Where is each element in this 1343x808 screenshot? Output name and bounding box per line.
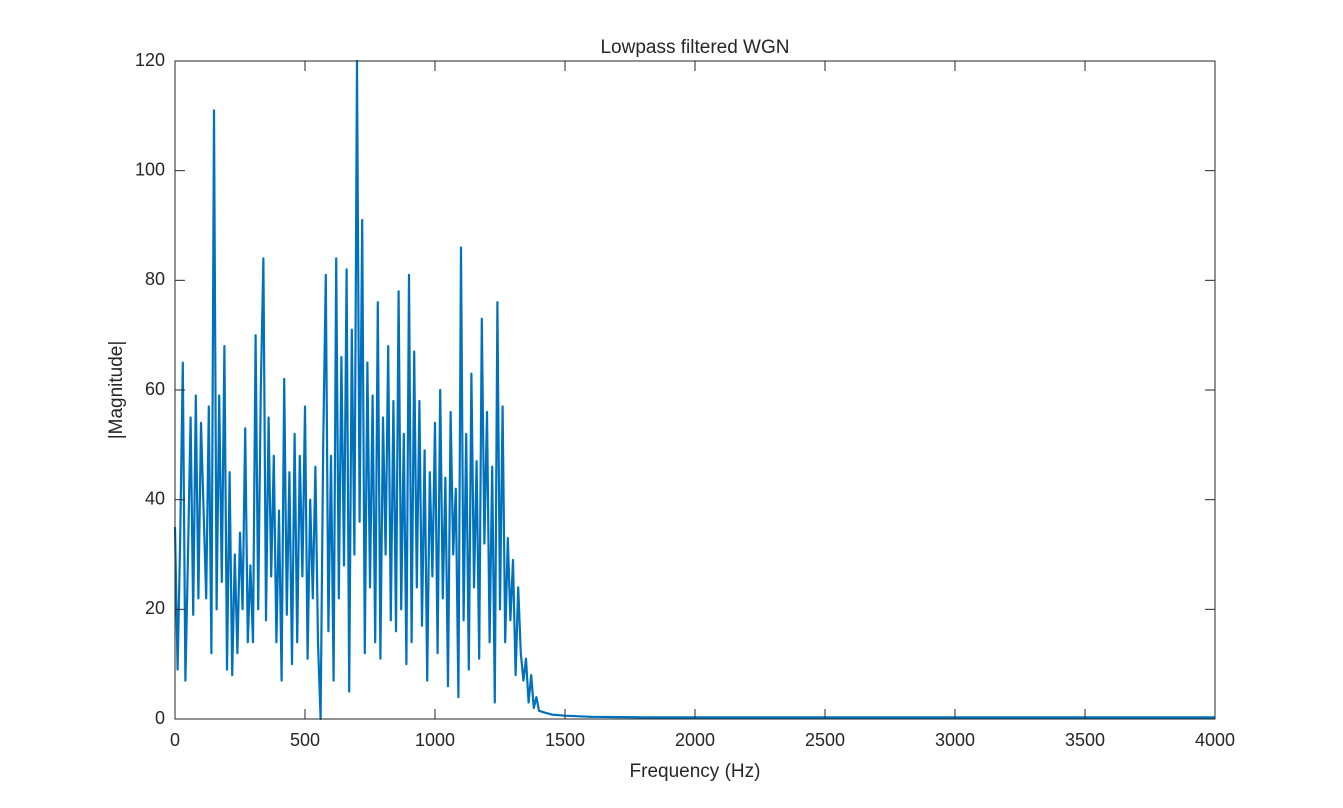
x-tick-label: 0 xyxy=(170,730,180,750)
x-tick-label: 2500 xyxy=(805,730,845,750)
x-tick-label: 1000 xyxy=(415,730,455,750)
chart-title: Lowpass filtered WGN xyxy=(600,37,789,58)
y-tick-label: 80 xyxy=(145,269,165,289)
x-tick-label: 2000 xyxy=(675,730,715,750)
x-tick-label: 3000 xyxy=(935,730,975,750)
y-tick-label: 60 xyxy=(145,379,165,399)
y-tick-label: 0 xyxy=(155,708,165,728)
data-line xyxy=(173,59,1215,721)
y-tick-label: 20 xyxy=(145,598,165,618)
y-axis-label: |Magnitude| xyxy=(106,341,127,440)
x-tick-label: 4000 xyxy=(1195,730,1235,750)
x-tick-label: 500 xyxy=(290,730,320,750)
y-tick-label: 100 xyxy=(135,159,165,179)
y-tick-label: 120 xyxy=(135,50,165,70)
x-tick-label: 3500 xyxy=(1065,730,1105,750)
x-tick-label: 1500 xyxy=(545,730,585,750)
y-tick-label: 40 xyxy=(145,488,165,508)
x-axis-label: Frequency (Hz) xyxy=(630,761,761,782)
